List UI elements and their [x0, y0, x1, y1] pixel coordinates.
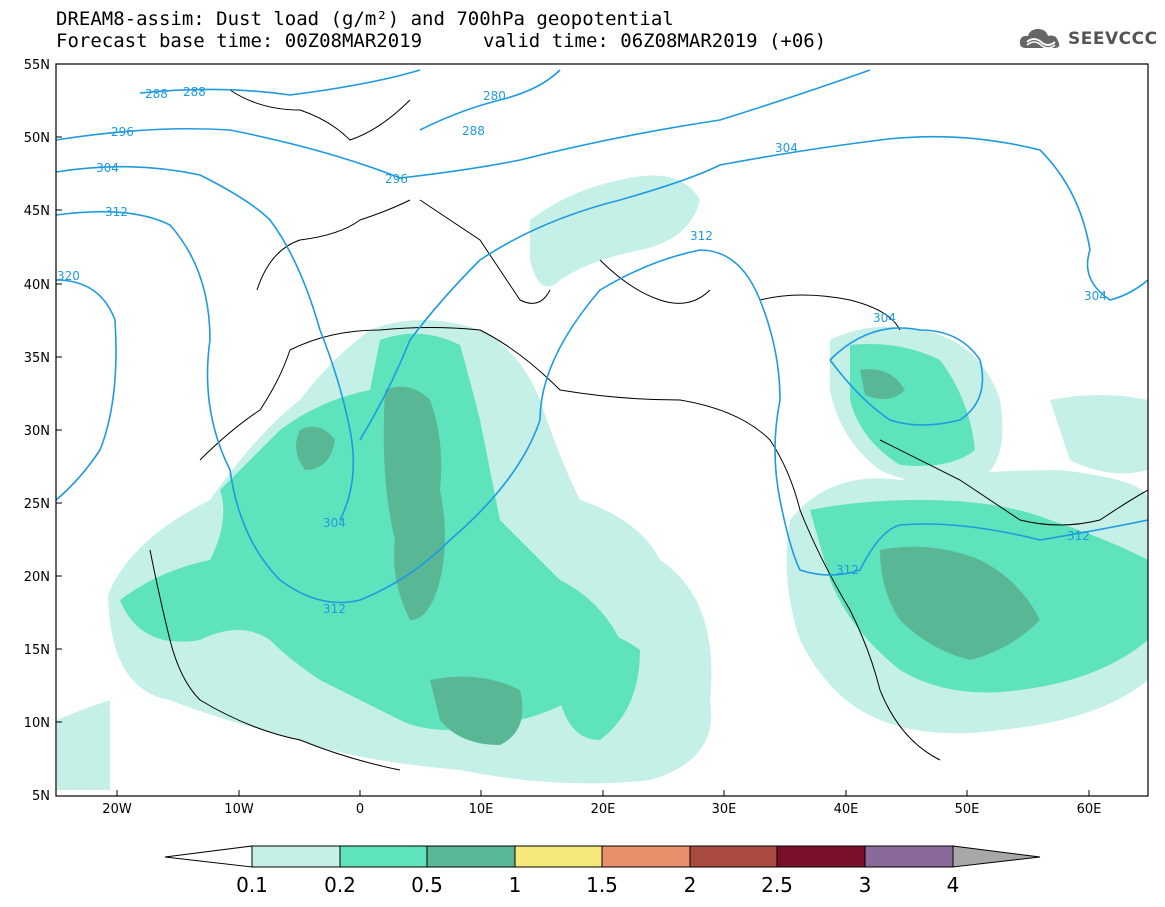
- contour-label: 288: [145, 87, 168, 101]
- lon-label: 60E: [1077, 802, 1102, 817]
- colorbar-swatch: [339, 845, 428, 868]
- valid-time: valid time: 06Z08MAR2019 (+06): [483, 30, 827, 52]
- colorbar-labels: 0.1 0.2 0.5 1 1.5 2 2.5 3 4: [236, 873, 959, 897]
- colorbar-tick-label: 3: [859, 873, 872, 897]
- lat-label: 45N: [24, 204, 50, 219]
- colorbar-tick-label: 1: [509, 873, 522, 897]
- lat-label: 5N: [32, 789, 50, 804]
- colorbar-swatch: [689, 845, 778, 868]
- contour-label: 296: [385, 172, 408, 186]
- lat-label: 15N: [24, 643, 50, 658]
- contour-label: 288: [462, 124, 485, 138]
- colorbar-swatch: [514, 845, 603, 868]
- colorbar-over-triangle: [952, 845, 1041, 868]
- lat-label: 25N: [24, 497, 50, 512]
- latitude-labels: 55N 50N 45N 40N 35N 30N 25N 20N 15N 10N …: [24, 58, 50, 804]
- contour-label: 304: [323, 516, 346, 530]
- colorbar-swatch: [776, 845, 866, 868]
- contour-label: 312: [690, 229, 713, 243]
- seevccc-logo: SEEVCCC: [1018, 26, 1158, 52]
- forecast-base-time: Forecast base time: 00Z08MAR2019: [56, 30, 423, 52]
- lon-label: 10W: [224, 802, 254, 817]
- lon-label: 10E: [469, 802, 494, 817]
- colorbar-swatch: [251, 845, 341, 868]
- contour-label: 312: [836, 563, 859, 577]
- cloud-logo-icon: [1019, 29, 1060, 49]
- contour-label: 304: [1084, 289, 1107, 303]
- lat-label: 50N: [24, 131, 50, 146]
- lon-label: 20E: [591, 802, 616, 817]
- dust-shading: [57, 175, 1148, 790]
- contour-label: 312: [105, 205, 128, 219]
- coastlines: [149, 89, 1148, 771]
- contour-label: 320: [57, 269, 80, 283]
- contour-label: 288: [183, 85, 206, 99]
- colorbar-swatch: [864, 845, 954, 868]
- geopotential-contours: [56, 69, 1148, 604]
- colorbar-tick-label: 4: [947, 873, 960, 897]
- colorbar-tick-label: 0.1: [236, 873, 268, 897]
- lon-label: 50E: [955, 802, 980, 817]
- colorbar-swatch: [601, 845, 691, 868]
- colorbar-under-triangle: [164, 845, 253, 868]
- lat-label: 30N: [24, 424, 50, 439]
- lat-label: 55N: [24, 58, 50, 73]
- lon-label: 0: [356, 802, 364, 817]
- colorbar-tick-label: 0.5: [411, 873, 443, 897]
- lon-label: 20W: [102, 802, 132, 817]
- contour-labels: 288 288 296 304 312 320 280 288 296 304 …: [57, 85, 1107, 616]
- colorbar-tick-label: 0.2: [324, 873, 356, 897]
- contour-label: 304: [775, 141, 798, 155]
- logo-text: SEEVCCC: [1068, 29, 1158, 49]
- contour-label: 296: [111, 125, 134, 139]
- map-title: DREAM8-assim: Dust load (g/m²) and 700hP…: [56, 8, 674, 30]
- contour-label: 280: [483, 89, 506, 103]
- contour-label: 312: [323, 602, 346, 616]
- contour-label: 312: [1067, 529, 1090, 543]
- colorbar-tick-label: 2: [684, 873, 697, 897]
- colorbar-tick-label: 1.5: [586, 873, 618, 897]
- lat-label: 35N: [24, 351, 50, 366]
- lon-label: 30E: [712, 802, 737, 817]
- longitude-labels: 20W 10W 0 10E 20E 30E 40E 50E 60E: [102, 802, 1101, 817]
- contour-label: 304: [873, 311, 896, 325]
- lon-label: 40E: [834, 802, 859, 817]
- axis-ticks: [56, 63, 1090, 796]
- lat-label: 40N: [24, 278, 50, 293]
- colorbar: [164, 845, 1041, 868]
- lat-label: 20N: [24, 570, 50, 585]
- contour-label: 304: [96, 161, 119, 175]
- colorbar-swatch: [426, 845, 516, 868]
- lat-label: 10N: [24, 716, 50, 731]
- colorbar-tick-label: 2.5: [761, 873, 793, 897]
